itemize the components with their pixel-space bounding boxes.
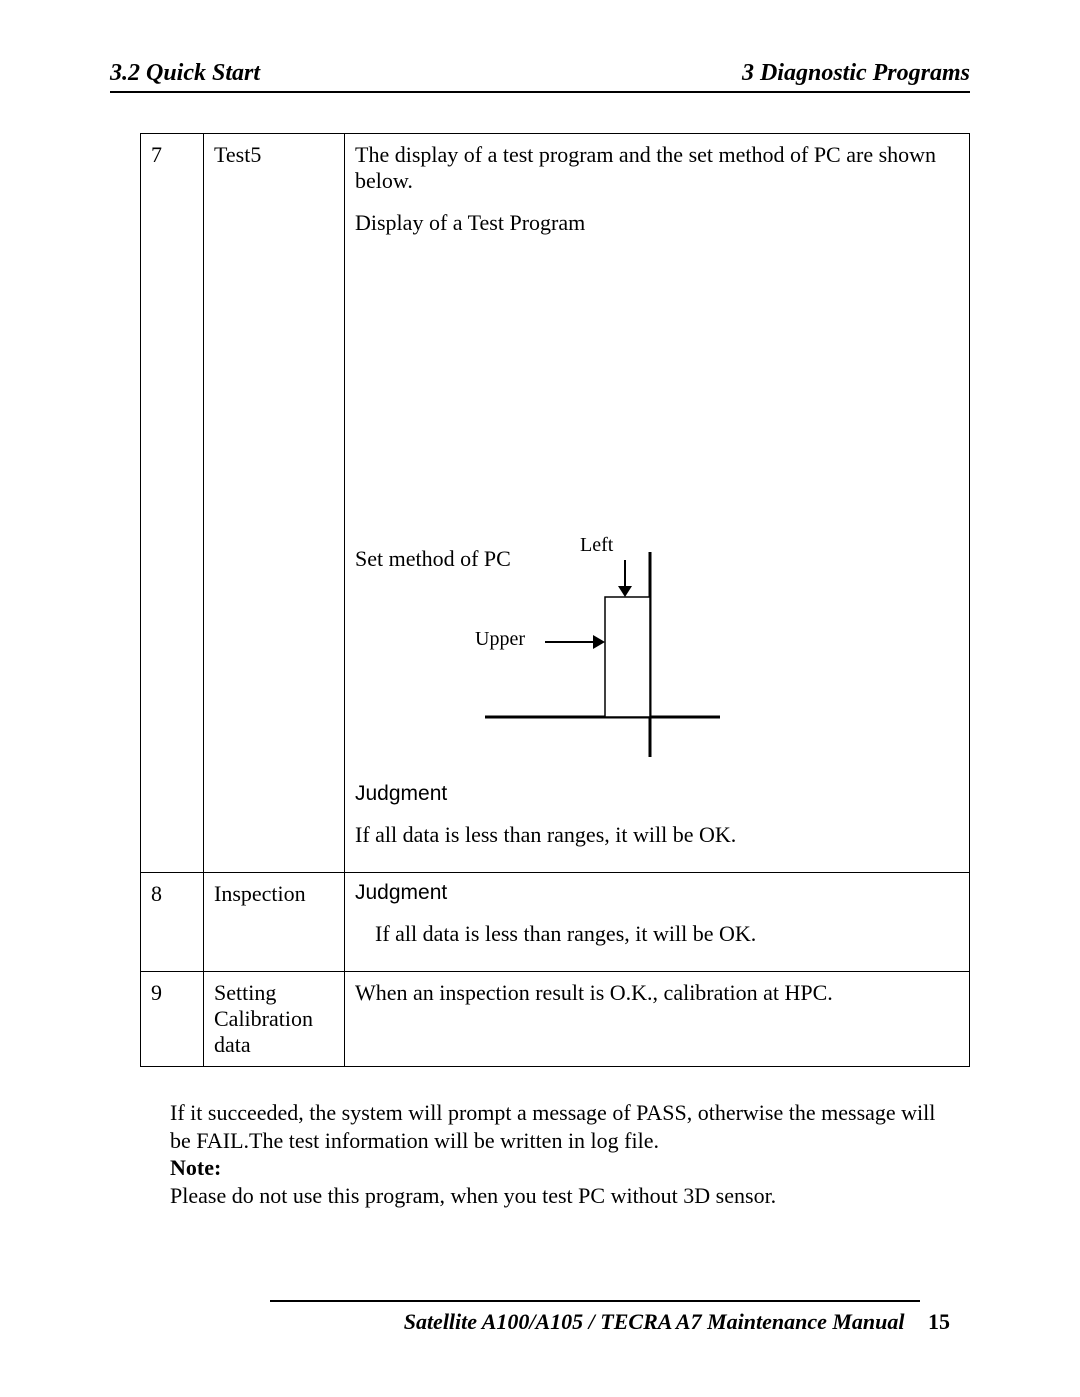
row-description: Judgment If all data is less than ranges… bbox=[345, 873, 970, 972]
row-name-line: Calibration bbox=[214, 1006, 313, 1031]
row-description: The display of a test program and the se… bbox=[345, 134, 970, 873]
row-name: Setting Calibration data bbox=[204, 972, 345, 1067]
set-method-diagram: Left Upper bbox=[455, 542, 775, 772]
page: 3.2 Quick Start 3 Diagnostic Programs 7 … bbox=[0, 0, 1080, 1397]
running-header: 3.2 Quick Start 3 Diagnostic Programs bbox=[110, 60, 970, 93]
body-para-2: Please do not use this program, when you… bbox=[170, 1182, 950, 1210]
footer-page-number: 15 bbox=[928, 1309, 950, 1334]
judgment-text: If all data is less than ranges, it will… bbox=[355, 822, 959, 848]
row-name: Test5 bbox=[204, 134, 345, 873]
footer-title: Satellite A100/A105 / TECRA A7 Maintenan… bbox=[404, 1309, 905, 1334]
judgment-heading: Judgment bbox=[355, 881, 959, 905]
diagram-label-upper: Upper bbox=[475, 628, 525, 651]
procedure-table: 7 Test5 The display of a test program an… bbox=[140, 133, 970, 1067]
row-number: 9 bbox=[141, 972, 204, 1067]
header-right: 3 Diagnostic Programs bbox=[742, 60, 970, 87]
row-name: Inspection bbox=[204, 873, 345, 972]
table-row: 9 Setting Calibration data When an inspe… bbox=[141, 972, 970, 1067]
header-left: 3.2 Quick Start bbox=[110, 60, 260, 87]
diagram-label-left: Left bbox=[580, 534, 613, 557]
table-row: 8 Inspection Judgment If all data is les… bbox=[141, 873, 970, 972]
body-paragraphs: If it succeeded, the system will prompt … bbox=[170, 1099, 950, 1209]
body-para-1: If it succeeded, the system will prompt … bbox=[170, 1099, 950, 1154]
note-label: Note: bbox=[170, 1154, 950, 1182]
judgment-heading: Judgment bbox=[355, 782, 959, 806]
judgment-text: If all data is less than ranges, it will… bbox=[355, 921, 959, 947]
intro-text: The display of a test program and the se… bbox=[355, 142, 959, 194]
row-number: 7 bbox=[141, 134, 204, 873]
diagram-svg bbox=[455, 542, 775, 772]
row-name-line: data bbox=[214, 1032, 251, 1057]
footer-rule bbox=[270, 1300, 920, 1302]
table-row: 7 Test5 The display of a test program an… bbox=[141, 134, 970, 873]
row-description: When an inspection result is O.K., calib… bbox=[345, 972, 970, 1067]
row-number: 8 bbox=[141, 873, 204, 972]
display-label: Display of a Test Program bbox=[355, 210, 959, 236]
row-name-line: Setting bbox=[214, 980, 276, 1005]
footer: Satellite A100/A105 / TECRA A7 Maintenan… bbox=[404, 1309, 950, 1335]
